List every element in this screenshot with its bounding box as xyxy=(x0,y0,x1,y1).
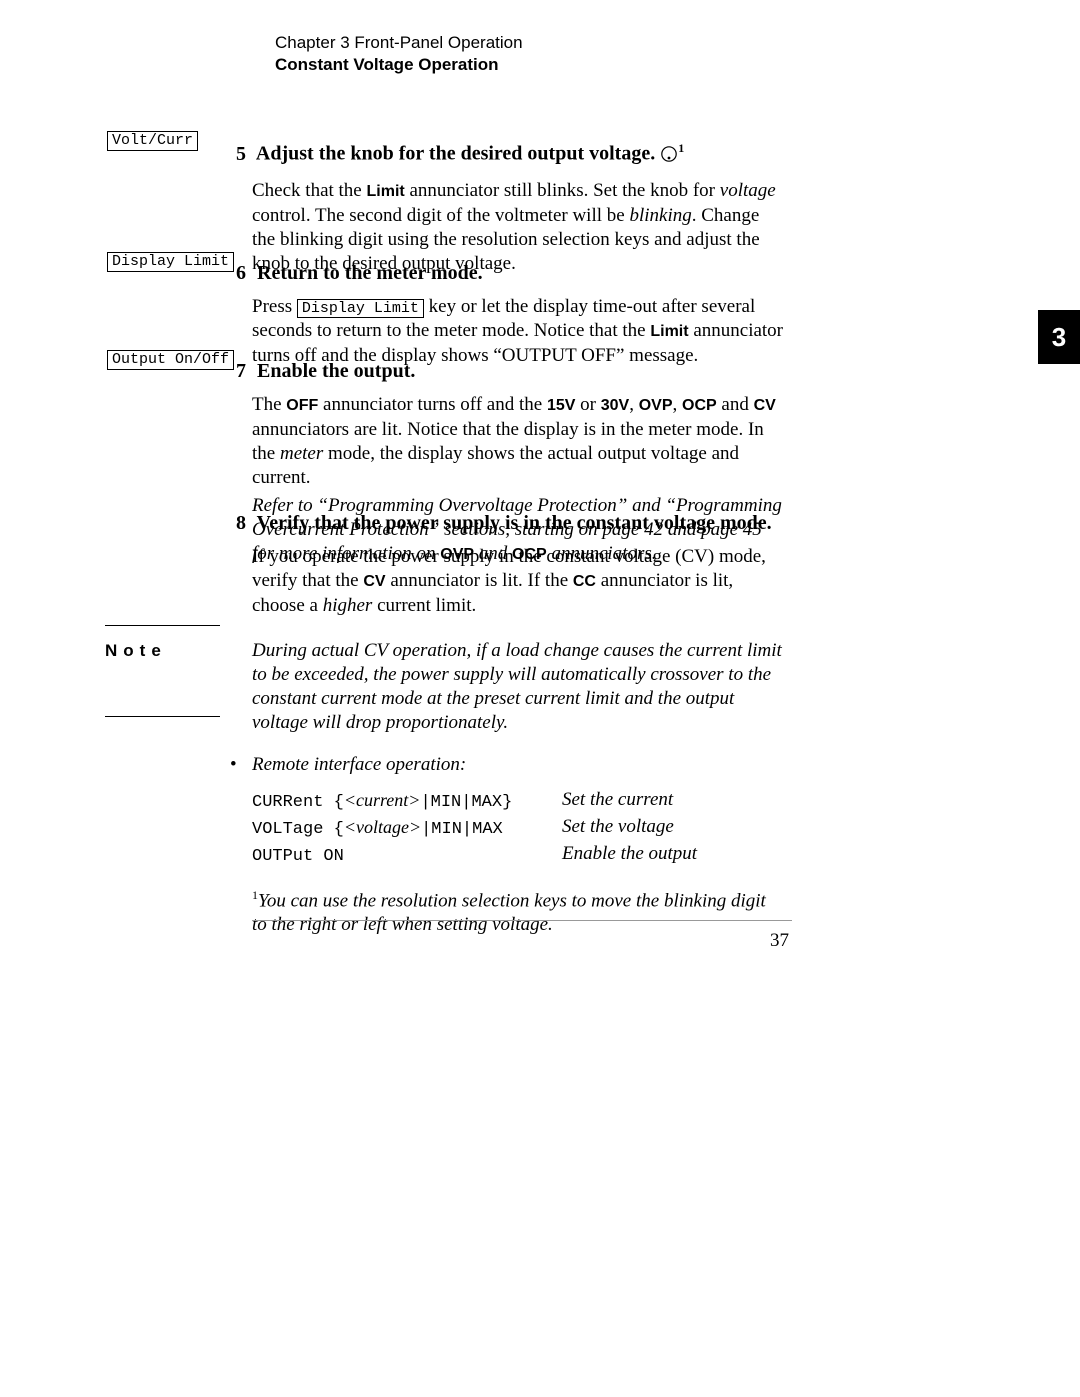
note-text: During actual CV operation, if a load ch… xyxy=(252,639,784,735)
cmd-row-1: VOLTage {<voltage>|MIN|MAX Set the volta… xyxy=(252,815,784,842)
chapter-tab-number: 3 xyxy=(1052,322,1066,353)
cmd-row-2: OUTPut ON Enable the output xyxy=(252,842,784,869)
footnote-text: You can use the resolution selection key… xyxy=(252,890,766,935)
page-header: Chapter 3 Front-Panel Operation Constant… xyxy=(275,32,523,76)
step-8-num: 8 xyxy=(228,512,246,535)
step-7-p1: The OFF annunciator turns off and the 15… xyxy=(252,393,784,490)
remote-block: • Remote interface operation: CURRent {<… xyxy=(252,754,784,937)
cmd-desc-1: Set the voltage xyxy=(562,815,674,842)
page: Chapter 3 Front-Panel Operation Constant… xyxy=(0,0,1080,1397)
cmd-desc-2: Enable the output xyxy=(562,842,697,869)
step-5: 5 Adjust the knob for the desired output… xyxy=(252,141,784,276)
step-5-head: 5 Adjust the knob for the desired output… xyxy=(252,141,784,169)
side-key-displaylimit: Display Limit xyxy=(107,252,234,272)
step-6: 6 Return to the meter mode. Press Displa… xyxy=(252,262,784,368)
header-chapter: Chapter 3 Front-Panel Operation xyxy=(275,32,523,54)
step-8: 8 Verify that the power supply is in the… xyxy=(252,512,784,618)
chapter-tab: 3 xyxy=(1038,310,1080,364)
step-8-head: 8 Verify that the power supply is in the… xyxy=(252,512,784,535)
step-8-title: Verify that the power supply is in the c… xyxy=(257,512,772,534)
step-5-num: 5 xyxy=(228,143,246,166)
step-6-body: Press Display Limit key or let the displ… xyxy=(252,295,784,368)
note-label: Note xyxy=(105,641,167,661)
bottom-rule xyxy=(252,920,792,921)
cmd-row-0: CURRent {<current>|MIN|MAX} Set the curr… xyxy=(252,788,784,815)
step-7-title: Enable the output. xyxy=(257,360,415,382)
step-8-body: If you operate the power supply in the c… xyxy=(252,545,784,618)
side-key-outputonoff: Output On/Off xyxy=(107,350,234,370)
step-6-num: 6 xyxy=(228,262,246,285)
note-bottom-rule xyxy=(105,716,220,717)
footnote: 1You can use the resolution selection ke… xyxy=(252,883,784,937)
knob-icon xyxy=(660,145,678,169)
remote-bullet: • Remote interface operation: xyxy=(252,754,784,776)
step-7-num: 7 xyxy=(228,360,246,383)
step-7-head: 7 Enable the output. xyxy=(252,360,784,383)
step-5-title: Adjust the knob for the desired output v… xyxy=(256,143,655,165)
header-section: Constant Voltage Operation xyxy=(275,54,523,76)
step-6-head: 6 Return to the meter mode. xyxy=(252,262,784,285)
step-5-sup: 1 xyxy=(678,141,684,155)
side-key-voltcurr: Volt/Curr xyxy=(107,131,198,151)
cmd-desc-0: Set the current xyxy=(562,788,673,815)
page-number: 37 xyxy=(770,930,789,952)
remote-bullet-text: Remote interface operation: xyxy=(252,754,466,776)
inline-key-displaylimit: Display Limit xyxy=(297,299,424,318)
step-6-title: Return to the meter mode. xyxy=(257,262,483,284)
note-top-rule xyxy=(105,625,220,626)
